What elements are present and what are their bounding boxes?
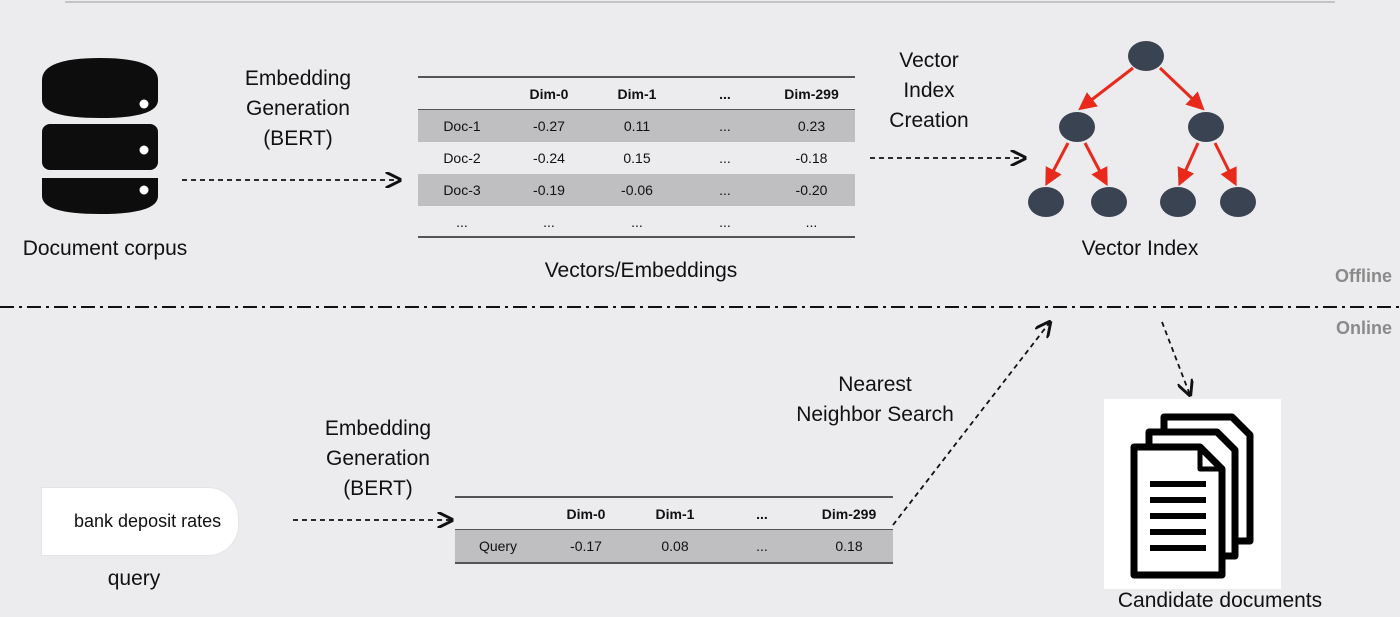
column-header: ... [756, 506, 768, 522]
offline-embedding-step-label: Embedding Generation (BERT) [228, 64, 368, 154]
table-cell: 0.23 [768, 110, 855, 142]
offline-section-tag: Offline [1335, 266, 1392, 286]
online-section-tag: Online [1335, 318, 1392, 338]
column-header: Dim-0 [529, 86, 569, 102]
vector-index-creation-label: Vector Index Creation [870, 46, 988, 136]
search-label-line: Neighbor Search [796, 403, 954, 426]
index-label-line: Vector [899, 49, 959, 72]
embedding-label-line: Generation [326, 447, 430, 470]
column-header [455, 498, 541, 530]
query-search-box[interactable]: bank deposit rates [42, 488, 238, 555]
table-row: Query -0.17 0.08 ... 0.18 [455, 530, 893, 562]
table-cell: -0.20 [768, 174, 855, 206]
table-cell: -0.19 [506, 174, 592, 206]
candidate-documents-panel [1104, 399, 1281, 589]
index-label-line: Index [903, 79, 955, 102]
embedding-label-line: (BERT) [263, 127, 333, 150]
table-cell: 0.18 [805, 530, 893, 562]
table-cell: -0.18 [795, 150, 828, 166]
index-label-line: Creation [889, 109, 969, 132]
table-cell: ... [456, 214, 468, 230]
column-header: Dim-299 [784, 86, 839, 102]
table-cell: Doc-2 [443, 150, 481, 166]
table-cell: -0.06 [592, 174, 682, 206]
vectors-embeddings-caption: Vectors/Embeddings [544, 259, 738, 282]
column-header: Dim-0 [566, 506, 606, 522]
tree-edge [1078, 66, 1134, 111]
tree-node [1128, 41, 1164, 71]
documents-stack-icon [1130, 413, 1254, 579]
arrow-nearest-neighbor-search [892, 322, 1050, 526]
table-cell: ... [631, 214, 643, 230]
table-cell: 0.08 [631, 530, 719, 562]
embedding-label-line: Embedding [244, 67, 352, 90]
tree-node [1220, 187, 1256, 217]
tree-node [1059, 112, 1095, 142]
table-cell: ... [719, 214, 731, 230]
tree-edge [1045, 142, 1070, 187]
query-label: query [107, 567, 161, 590]
table-cell: ... [719, 530, 805, 562]
tree-node [1028, 187, 1064, 217]
vector-index-tree-icon [1028, 41, 1256, 217]
table-row: Doc-3 -0.19 -0.06 ... -0.20 [418, 174, 855, 206]
document-icon [1130, 443, 1226, 579]
table-cell: -0.24 [533, 150, 565, 166]
table-row: ... ... ... ... ... [418, 206, 855, 238]
offline-embedding-table: Dim-0 Dim-1 ... Dim-299 Doc-1 -0.27 0.11… [418, 78, 855, 238]
table-cell: 0.15 [623, 150, 651, 166]
query-text: bank deposit rates [74, 511, 222, 531]
table-row: Doc-1 -0.27 0.11 ... 0.23 [418, 110, 855, 142]
document-corpus-label: Document corpus [22, 237, 188, 260]
online-embedding-table: Dim-0 Dim-1 ... Dim-299 Query -0.17 0.08… [455, 498, 893, 562]
tree-edge [1083, 142, 1108, 187]
table-cell: ... [682, 110, 768, 142]
arrow-to-candidates [1161, 321, 1190, 395]
column-header: Dim-299 [821, 506, 877, 522]
table-cell: ... [805, 214, 818, 230]
embedding-label-line: (BERT) [343, 477, 413, 500]
column-header: Dim-1 [655, 506, 695, 522]
table-header-row: Dim-0 Dim-1 ... Dim-299 [455, 498, 893, 530]
table-cell: -0.17 [541, 530, 631, 562]
table-cell: Query [455, 530, 541, 562]
table-cell: ... [543, 214, 555, 230]
tree-node [1188, 112, 1224, 142]
tree-edge [1213, 142, 1237, 187]
tree-node [1160, 187, 1196, 217]
tree-edge [1158, 66, 1205, 111]
tree-edge [1177, 142, 1200, 187]
table-cell: -0.27 [506, 110, 592, 142]
search-label-line: Nearest [838, 373, 912, 396]
database-icon [42, 58, 158, 214]
embedding-label-line: Embedding [324, 417, 432, 440]
table-cell: ... [719, 150, 731, 166]
table-row: Doc-2 -0.24 0.15 ... -0.18 [418, 142, 855, 174]
table-cell: Doc-3 [418, 174, 506, 206]
column-header: Dim-1 [617, 86, 657, 102]
vector-index-label: Vector Index [1081, 237, 1199, 260]
column-header: ... [719, 86, 731, 102]
embedding-label-line: Generation [246, 97, 350, 120]
table-cell: Doc-1 [418, 110, 506, 142]
nearest-neighbor-search-label: Nearest Neighbor Search [780, 370, 970, 430]
table-header-row: Dim-0 Dim-1 ... Dim-299 [418, 78, 855, 110]
tree-node [1091, 187, 1127, 217]
column-header [418, 78, 506, 110]
table-cell: ... [682, 174, 768, 206]
table-cell: 0.11 [592, 110, 682, 142]
candidate-documents-label: Candidate documents [1117, 589, 1323, 612]
online-embedding-step-label: Embedding Generation (BERT) [308, 414, 448, 504]
